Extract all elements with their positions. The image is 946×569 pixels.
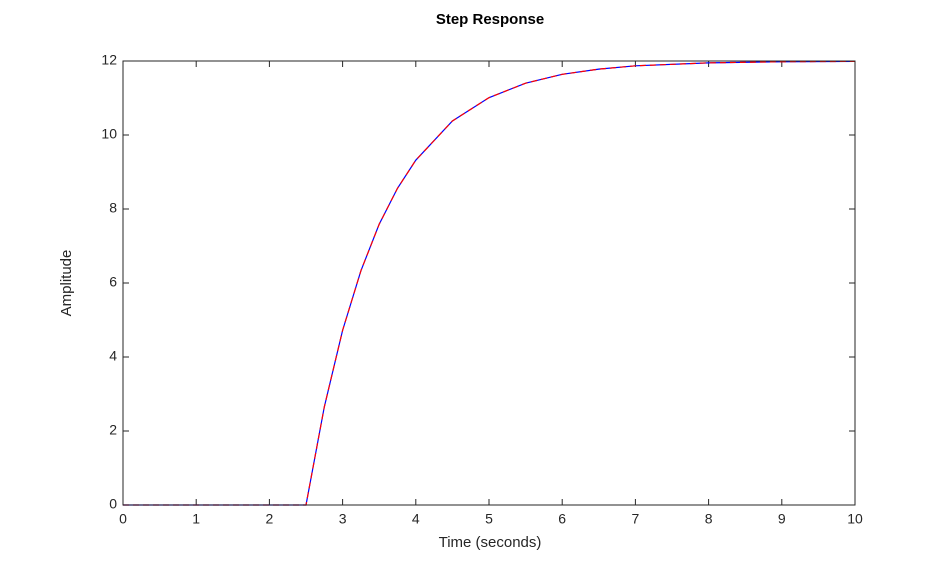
x-tick-label: 0 [119,511,127,527]
y-tick-label: 8 [109,200,117,216]
y-axis-label: Amplitude [58,250,75,317]
series-line [123,60,856,506]
chart-title: Step Response [436,11,544,28]
x-tick-label: 9 [778,511,786,527]
x-tick-label: 4 [412,511,420,527]
x-tick-label: 3 [339,511,347,527]
x-tick-label: 8 [705,511,713,527]
x-axis-label: Time (seconds) [439,534,542,551]
y-tick-label: 12 [101,52,117,68]
x-tick-label: 7 [632,511,640,527]
y-tick-label: 10 [101,126,117,142]
x-tick-label: 6 [558,511,566,527]
x-tick-label: 10 [847,511,863,527]
x-tick-label: 1 [192,511,200,527]
y-tick-label: 2 [109,422,117,438]
y-tick-label: 6 [109,274,117,290]
y-tick-label: 0 [109,496,117,512]
x-tick-label: 5 [485,511,493,527]
y-tick-label: 4 [109,348,117,364]
x-tick-label: 2 [266,511,274,527]
plot-frame [122,60,856,506]
